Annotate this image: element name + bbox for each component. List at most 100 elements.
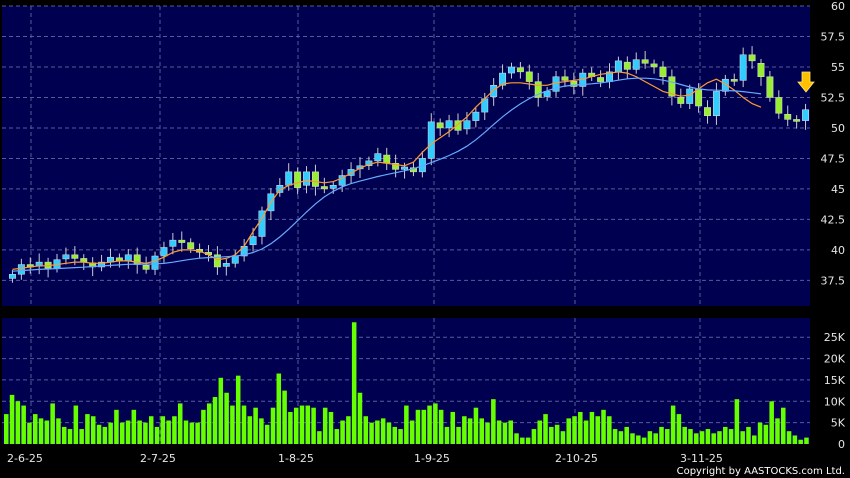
volume-bar [137,420,142,444]
volume-bar [624,426,629,444]
volume-bar [752,435,757,444]
volume-bar [241,405,247,444]
volume-bar [369,422,374,444]
candle-down [775,97,783,114]
volume-bar [496,420,502,444]
volume-bar [392,426,398,444]
volume-bar [763,424,769,444]
candle-up [98,261,106,268]
volume-bar [143,422,148,444]
moving-average-long-line [12,77,762,272]
volume-bar [705,429,711,444]
candle-up [338,175,346,186]
volume-bar [560,431,566,444]
volume-bar [578,411,583,444]
candle-down [392,163,400,170]
volume-bar [351,322,357,444]
volume-bar [467,418,473,444]
candle-down [142,265,150,270]
volume-bar [276,373,282,444]
volume-bar [96,424,102,444]
volume-tick-label: 15K [824,374,846,387]
candle-down [383,154,391,164]
volume-bar [363,416,369,444]
price-grid [2,5,810,306]
volume-bar [636,435,641,444]
volume-bar [473,407,479,444]
copyright-text: Copyright by AASTOCKS.com Ltd. [677,466,845,477]
volume-bar [769,401,774,444]
volume-bar [502,422,508,444]
volume-bars [4,322,809,444]
price-tick-label: 47.5 [821,152,846,165]
candle-down [178,239,186,243]
candle-up [62,254,70,260]
date-tick-label: 2-6-25 [7,452,43,465]
volume-bar [781,407,786,444]
candle-up [401,166,409,170]
volume-bar [746,426,751,444]
volume-bar [85,414,90,444]
candle-down [793,119,801,122]
volume-bar [189,422,195,444]
volume-bar [230,405,235,444]
volume-bar [56,418,61,444]
candle-up [632,59,640,70]
candle-down [311,171,319,187]
volume-bar [195,422,200,444]
volume-bar [375,420,380,444]
candle-up [614,60,622,73]
candle-down [650,63,658,68]
price-tick-label: 50 [831,122,845,135]
price-tick-label: 57.5 [821,30,846,43]
volume-bar [595,416,600,444]
volume-bar [607,416,612,444]
date-axis-ticks: 2-6-25 2-7-25 1-8-25 1-9-25 2-10-25 3-11-25 [7,452,723,465]
candle-down [695,88,703,107]
volume-bar [717,431,722,444]
volume-bar [183,420,189,444]
volume-bar [427,405,432,444]
volume-bar [386,422,392,444]
volume-bar [711,433,716,444]
volume-bar [421,409,427,444]
volume-bar [740,431,745,444]
volume-bar [102,426,108,444]
volume-bar [125,420,131,444]
volume-bar [270,407,276,444]
volume-bar [264,424,270,444]
volume-bar [491,399,496,444]
volume-bar [166,420,171,444]
candle-down [534,81,542,98]
candle-down [748,54,756,62]
volume-bar [415,409,421,444]
candle-up [17,264,25,275]
candle-down [213,254,221,268]
candle-down [133,254,141,265]
candle-up [249,236,257,246]
price-tick-label: 37.5 [821,274,846,287]
moving-average-short-line [12,71,762,270]
candle-down [677,97,685,104]
volume-tick-label: 25K [824,331,846,344]
volume-bar [543,414,548,444]
volume-bar [670,405,676,444]
volume-bar [531,429,537,444]
volume-bar [798,439,803,444]
volume-bar [206,403,212,444]
price-tick-label: 55 [831,61,845,74]
candle-down [597,77,605,82]
volume-bar [601,409,606,444]
candle-up [463,120,471,130]
volume-bar [694,433,699,444]
volume-bar [357,392,363,444]
candle-down [668,76,676,97]
volume-bar [259,418,264,444]
volume-bar [804,437,809,444]
volume-bar [723,426,728,444]
volume-bar [334,429,340,444]
volume-bar [653,433,658,444]
volume-bar [665,429,670,444]
candle-up [721,78,729,92]
